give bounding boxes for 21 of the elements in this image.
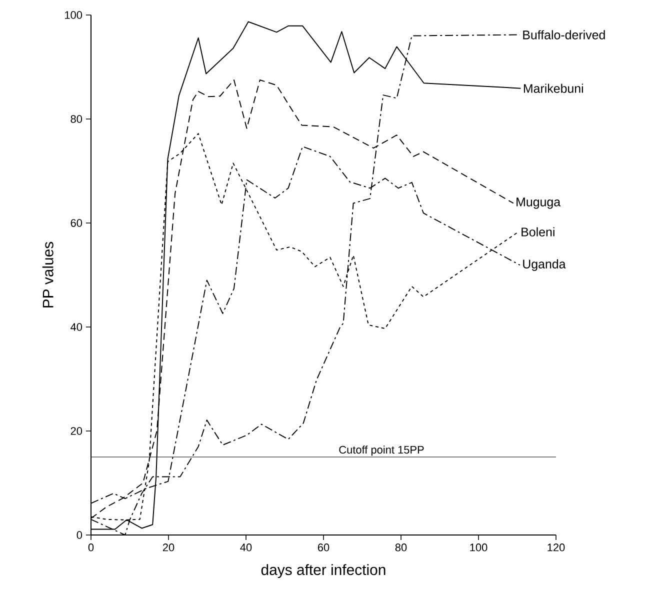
x-tick-label: 40: [240, 544, 252, 552]
series-label: Marikebuni: [524, 84, 583, 93]
series-label: Uganda: [523, 259, 566, 271]
y-tick-label: 0: [76, 531, 82, 539]
series-label: Boleni: [522, 227, 554, 236]
y-tick-label: 20: [70, 427, 82, 435]
y-tick-label: 80: [70, 115, 82, 123]
y-axis-title: PP values: [42, 242, 54, 308]
series-label: Buffalo-derived: [523, 30, 605, 40]
x-tick-label: 80: [395, 544, 407, 552]
y-tick-label: 100: [65, 11, 82, 19]
y-tick-label: 40: [70, 323, 82, 331]
x-tick-label: 120: [548, 544, 565, 552]
x-axis-title: days after infection: [261, 564, 386, 578]
ref-line-label: Cutoff point 15PP: [339, 446, 424, 456]
x-tick-label: 60: [318, 544, 330, 552]
x-tick-label: 20: [162, 544, 174, 552]
x-tick-label: 100: [470, 544, 488, 552]
series-label: Muguga: [516, 198, 561, 209]
y-tick-label: 60: [70, 219, 82, 227]
x-tick-label: 0: [88, 544, 94, 552]
